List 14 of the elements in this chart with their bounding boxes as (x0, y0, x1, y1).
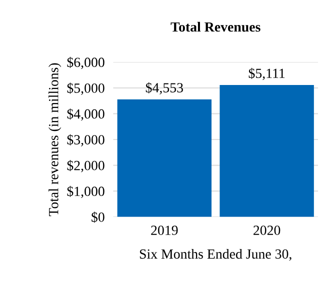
data-label: $5,111 (248, 68, 285, 80)
y-tick-label: $3,000 (67, 134, 104, 146)
y-axis-title: Total revenues (in millions) (48, 63, 62, 216)
x-tick-label: 2020 (254, 226, 280, 236)
y-tick-label: $0 (92, 212, 104, 223)
x-tick-label: 2019 (151, 226, 178, 236)
y-tick-label: $4,000 (67, 108, 104, 121)
y-tick-label: $1,000 (67, 186, 104, 198)
y-tick-label: $6,000 (67, 56, 104, 70)
x-axis-title: Six Months Ended June 30, (140, 248, 292, 261)
data-label: $4,553 (146, 82, 183, 94)
chart-title: Total Revenues (170, 22, 260, 32)
y-tick-label: $5,000 (67, 82, 104, 95)
y-tick-label: $2,000 (67, 160, 104, 172)
